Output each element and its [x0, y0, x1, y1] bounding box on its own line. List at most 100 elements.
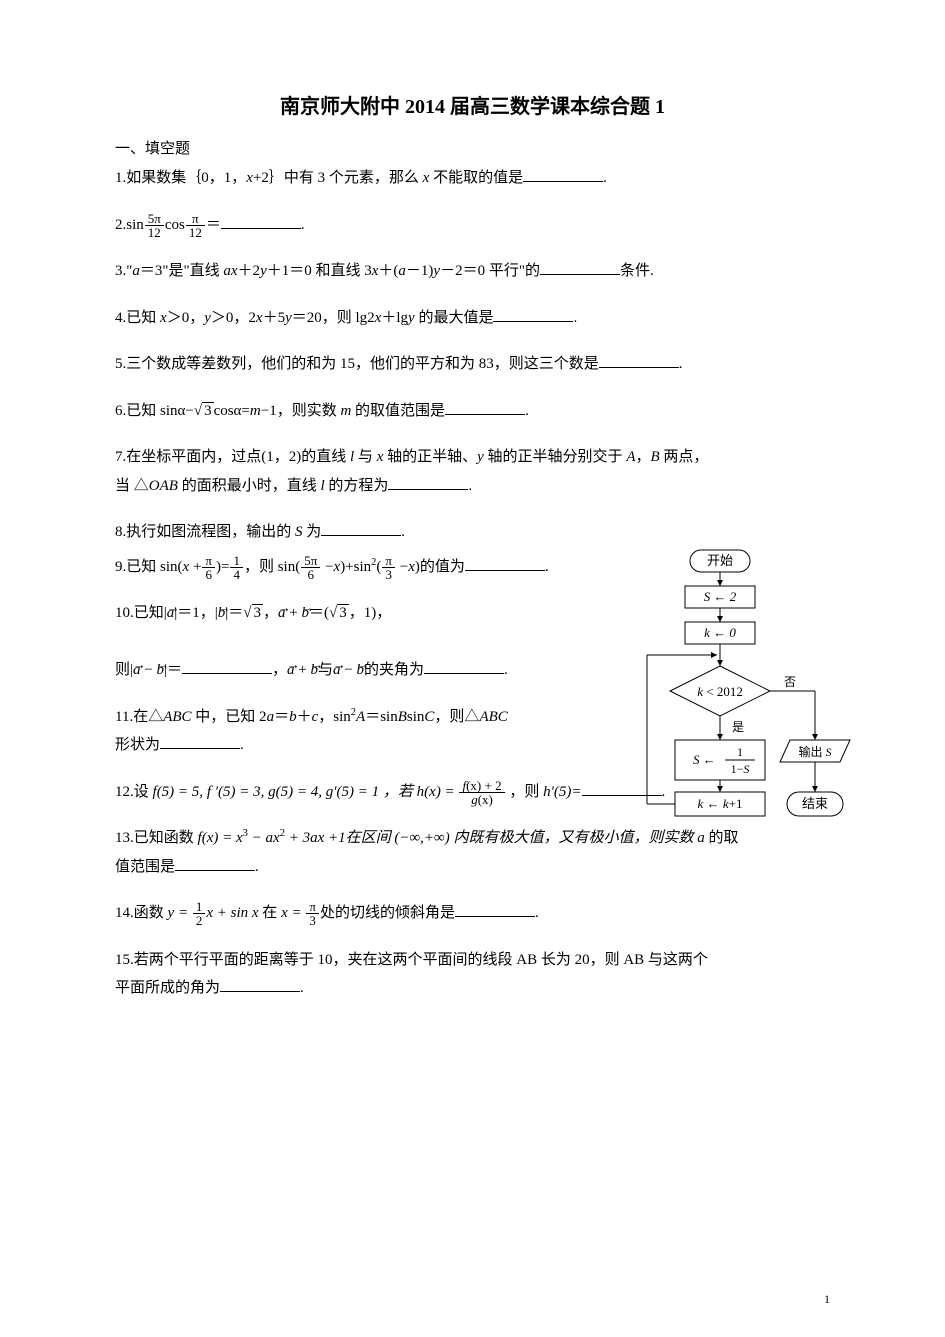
text: 9.已知 sin( [115, 559, 183, 575]
text: ， [263, 605, 278, 621]
var: b [289, 709, 297, 725]
text: . [255, 859, 259, 875]
var: m [250, 403, 261, 419]
blank [493, 306, 573, 322]
text: 14.函数 [115, 905, 168, 921]
blank [220, 976, 300, 992]
fraction: π3 [382, 554, 395, 581]
text: ＋lg [381, 310, 408, 326]
flowchart: 开始 S ← 2 k ← 0 k < 2012 否 是 S ← 1 1−S 输出… [635, 548, 855, 868]
var: S [295, 524, 303, 540]
text: 形状为 [115, 737, 160, 753]
text: − [248, 830, 266, 846]
den: 2 [193, 914, 206, 927]
text: (5) = 4, [276, 784, 326, 800]
question-10: 10.已知|a|＝1，|b|＝3，a + b＝(3，1)， 则|a − b|＝，… [115, 599, 575, 685]
text: = [288, 905, 306, 921]
text: sin [407, 709, 425, 725]
num: π [306, 900, 319, 914]
text: (x) [478, 792, 493, 807]
den: 12 [186, 226, 205, 239]
page-number: 1 [824, 1292, 830, 1307]
var: y [285, 310, 292, 326]
page-title: 南京师大附中 2014 届高三数学课本综合题 1 [115, 90, 830, 119]
text: 当 △ [115, 478, 149, 494]
text: ＋5 [263, 310, 286, 326]
text: 1.如果数集｛0，1， [115, 170, 246, 186]
text: 轴的正半轴、 [383, 449, 477, 465]
den: 12 [145, 226, 164, 239]
vector: b [218, 605, 226, 621]
question-8: 8.执行如图流程图，输出的 S 为. [115, 518, 575, 547]
text: 处的切线的倾斜角是 [320, 905, 455, 921]
output-label: 输出 S [798, 744, 831, 759]
vector: b [310, 662, 318, 678]
text: . [240, 737, 244, 753]
blank [465, 555, 545, 571]
text: )的值为 [415, 559, 465, 575]
text: . [545, 559, 549, 575]
blank [523, 166, 603, 182]
var: f ′ [207, 784, 218, 800]
question-4: 4.已知 x＞0，y＞0，2x＋5y＝20，则 lg2x＋lgy 的最大值是. [115, 304, 830, 333]
text: 轴的正半轴分别交于 [484, 449, 627, 465]
text: cosα= [214, 403, 250, 419]
text: . [603, 170, 607, 186]
den: 4 [230, 568, 243, 581]
var: a [267, 709, 275, 725]
fraction: 5π12 [145, 212, 164, 239]
s-upd-l: S ← [693, 752, 716, 767]
question-6: 6.已知 sinα−3cosα=m−1，则实数 m 的取值范围是. [115, 397, 830, 426]
radicand: 3 [202, 402, 214, 419]
den: g(x) [459, 793, 504, 806]
text: 的方程为 [325, 478, 389, 494]
text: + [189, 559, 201, 575]
text: (5) = 5, [157, 784, 207, 800]
text: 平面所成的角为 [115, 980, 220, 996]
text: ＝sin [365, 709, 398, 725]
var: ax [310, 830, 324, 846]
text: 条件. [620, 263, 654, 279]
den: 6 [202, 568, 215, 581]
text: ，sin [318, 709, 351, 725]
text: (5) = 1 ，若 [337, 784, 417, 800]
var: a [398, 263, 406, 279]
var: g [268, 784, 276, 800]
var: ax [223, 263, 237, 279]
var: A [356, 709, 365, 725]
text: ， [272, 662, 287, 678]
question-14: 14.函数 y = 12x + sin x 在 x = π3处的切线的倾斜角是. [115, 899, 830, 928]
text: ， [635, 449, 650, 465]
text: 则| [115, 662, 133, 678]
var: x [408, 559, 415, 575]
text: (5) = 3, [218, 784, 268, 800]
text: 5.三个数成等差数列，他们的和为 15，他们的平方和为 83，则这三个数是 [115, 356, 599, 372]
text: . [504, 662, 508, 678]
text: )= [216, 559, 229, 575]
text: 的最大值是 [415, 310, 494, 326]
fraction: 12 [193, 900, 206, 927]
text: . [573, 310, 577, 326]
fraction: π6 [202, 554, 215, 581]
num: f(x) + 2 [459, 779, 504, 793]
var: x [160, 310, 167, 326]
num: π [382, 554, 395, 568]
s-init: S ← 2 [704, 589, 737, 604]
text: |＝1，| [174, 605, 218, 621]
question-3: 3."a＝3"是"直线 ax＋2y＋1＝0 和直线 3x＋(a－1)y－2＝0 … [115, 257, 830, 286]
text: + sin [213, 905, 252, 921]
question-1: 1.如果数集｛0，1，x+2｝中有 3 个元素，那么 x 不能取的值是. [115, 164, 830, 193]
text: 的面积最小时，直线 [178, 478, 321, 494]
text: 的取值范围是 [351, 403, 445, 419]
blank [424, 658, 504, 674]
end-label: 结束 [802, 796, 828, 811]
text: 15.若两个平行平面的距离等于 10，夹在这两个平面间的线段 AB 长为 20，… [115, 952, 708, 968]
text: 11.在△ [115, 709, 163, 725]
radicand: 3 [252, 604, 264, 621]
var: x [281, 905, 288, 921]
blank [221, 213, 301, 229]
fraction: 5π6 [301, 554, 320, 581]
text: 的夹角为 [364, 662, 424, 678]
var: x [246, 170, 253, 186]
text: 10.已知| [115, 605, 167, 621]
